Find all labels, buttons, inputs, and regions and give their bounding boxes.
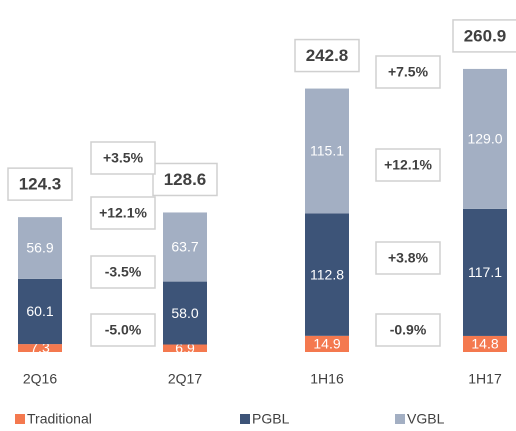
annotation: +3.8% xyxy=(388,250,429,266)
data-label: 14.9 xyxy=(313,336,340,352)
bar-segment xyxy=(463,208,507,336)
annotation-box xyxy=(375,148,441,182)
total-label-box xyxy=(294,38,360,73)
annotation: -5.0% xyxy=(105,322,142,338)
data-label: 117.1 xyxy=(468,264,502,280)
annotation: +12.1% xyxy=(99,205,147,221)
annotation-box xyxy=(90,141,156,175)
bar-segment xyxy=(305,335,349,352)
legend-label: VGBL xyxy=(407,411,445,427)
annotation: +7.5% xyxy=(388,64,429,80)
bar-segment xyxy=(163,212,207,282)
annotation: -3.5% xyxy=(105,264,142,280)
bar-segment xyxy=(463,335,507,352)
total-label-box xyxy=(152,162,218,197)
bar-segment xyxy=(305,213,349,336)
annotation: +3.5% xyxy=(103,150,144,166)
data-label: 14.8 xyxy=(471,336,498,352)
total-label-box xyxy=(7,167,73,201)
annotation-box xyxy=(375,55,441,89)
x-tick-label: 2Q16 xyxy=(23,371,57,387)
annotation-box xyxy=(90,313,156,347)
annotation: +12.1% xyxy=(384,157,432,173)
legend-swatch xyxy=(15,414,25,424)
bar-segment xyxy=(163,281,207,345)
annotation-box xyxy=(90,196,156,230)
total-label: 242.8 xyxy=(306,46,349,65)
data-label: 112.8 xyxy=(310,266,344,282)
total-label: 128.6 xyxy=(164,170,207,189)
x-tick-label: 1H17 xyxy=(468,371,502,387)
annotation: -0.9% xyxy=(390,322,427,338)
bar-segment xyxy=(18,344,62,352)
data-label: 129.0 xyxy=(467,131,502,147)
total-label: 124.3 xyxy=(19,175,62,194)
legend-label: Traditional xyxy=(27,411,92,427)
annotation-box xyxy=(375,313,441,347)
bar-segment xyxy=(305,88,349,214)
x-tick-label: 1H16 xyxy=(310,371,344,387)
x-tick-label: 2Q17 xyxy=(168,371,202,387)
data-label: 58.0 xyxy=(171,305,198,321)
total-label: 260.9 xyxy=(464,26,507,45)
data-label: 63.7 xyxy=(171,239,198,255)
data-label: 56.9 xyxy=(26,240,53,256)
bar-segment xyxy=(163,344,207,352)
bar-segment xyxy=(463,68,507,209)
bar-segment xyxy=(18,278,62,345)
total-label-box xyxy=(452,19,516,53)
data-label: 60.1 xyxy=(26,303,53,319)
legend-swatch xyxy=(240,414,250,424)
legend-label: PGBL xyxy=(252,411,290,427)
bar-segment xyxy=(18,217,62,279)
annotation-box xyxy=(375,241,441,275)
legend-swatch xyxy=(395,414,405,424)
data-label: 115.1 xyxy=(310,143,344,159)
annotation-box xyxy=(90,255,156,289)
